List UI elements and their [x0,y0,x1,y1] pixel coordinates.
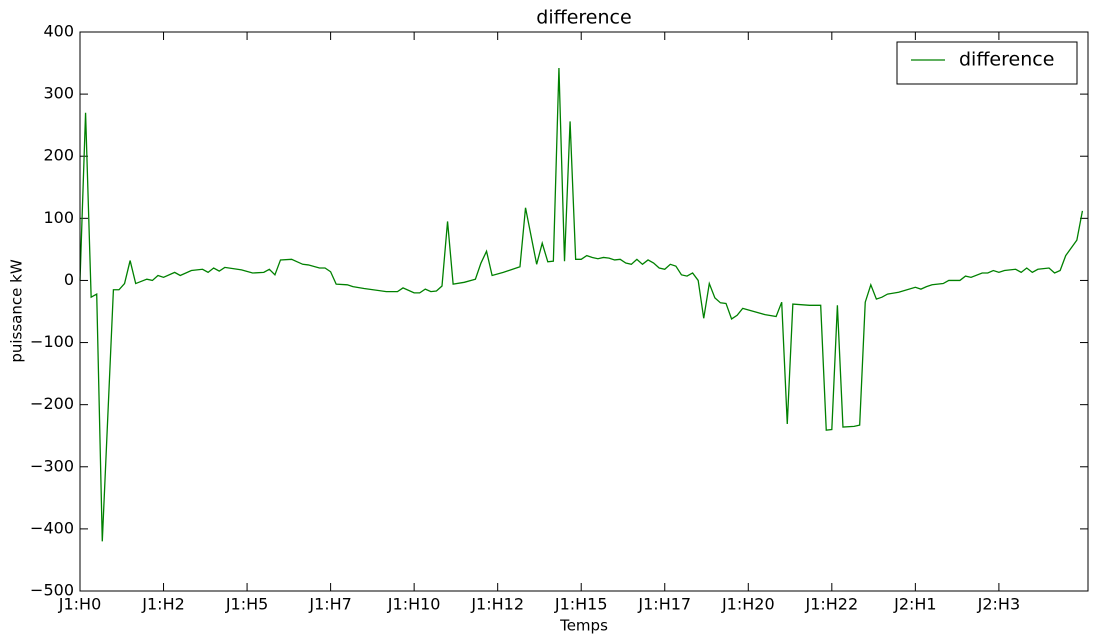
legend-box [896,41,1078,85]
y-tick-label: 200 [43,146,74,165]
y-tick-label: −200 [30,394,74,413]
legend-label: difference [959,49,1054,71]
y-tick-label: 300 [43,84,74,103]
x-tick-label: J1:H17 [637,595,691,614]
y-axis-label: puissance kW [8,259,26,362]
x-tick-label: J2:H1 [893,595,937,614]
chart-title: difference [536,7,631,29]
y-tick-label: 0 [64,270,74,289]
y-tick-label: −400 [30,518,74,537]
x-tick-label: J2:H3 [977,595,1021,614]
x-tick-label: J1:H0 [58,595,102,614]
x-tick-label: J1:H2 [141,595,185,614]
x-tick-label: J1:H15 [554,595,608,614]
plot-frame [79,31,1089,592]
data-line [79,68,1084,542]
y-tick-label: 400 [43,22,74,41]
x-tick-label: J1:H5 [225,595,269,614]
x-tick-label: J1:H12 [470,595,524,614]
x-tick-label: J1:H22 [804,595,858,614]
x-tick-label: J1:H20 [721,595,775,614]
y-tick-label: −500 [30,581,74,600]
y-tick-label: 100 [43,208,74,227]
y-tick-label: −300 [30,456,74,475]
x-tick-label: J1:H10 [387,595,441,614]
x-tick-label: J1:H7 [308,595,352,614]
x-axis-label: Temps [559,617,608,635]
y-tick-label: −100 [30,332,74,351]
